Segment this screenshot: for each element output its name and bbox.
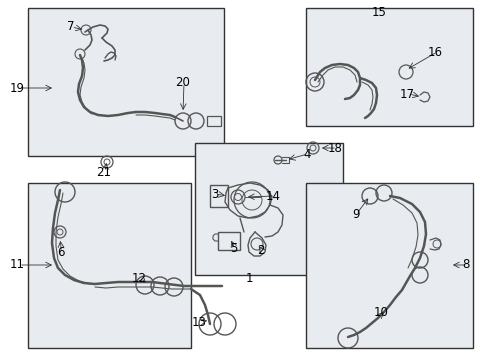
Text: 21: 21 (96, 166, 111, 179)
Bar (28, 8, 224, 156)
Text: 4: 4 (303, 148, 310, 161)
Text: 11: 11 (10, 258, 25, 271)
Text: 16: 16 (427, 45, 442, 58)
Text: 20: 20 (175, 77, 189, 90)
Bar (305, 8, 472, 126)
Text: 12: 12 (132, 271, 147, 284)
Bar (209, 185, 227, 207)
Text: 6: 6 (57, 246, 64, 258)
Text: 13: 13 (192, 315, 206, 328)
Text: 17: 17 (399, 87, 414, 100)
Text: 5: 5 (229, 242, 237, 255)
Text: 9: 9 (351, 207, 359, 220)
Bar (28, 183, 191, 348)
Text: 3: 3 (210, 188, 218, 201)
Bar (218, 232, 240, 250)
Bar (206, 116, 221, 126)
Text: 10: 10 (373, 306, 388, 320)
Text: 15: 15 (371, 5, 386, 18)
Text: 2: 2 (257, 243, 264, 256)
Bar (305, 183, 472, 348)
Text: 7: 7 (67, 21, 74, 33)
Text: 18: 18 (327, 141, 342, 154)
Text: 14: 14 (265, 189, 281, 202)
Text: 1: 1 (245, 271, 253, 284)
Bar (195, 143, 342, 275)
Text: 19: 19 (10, 81, 25, 94)
Text: 8: 8 (461, 258, 468, 271)
